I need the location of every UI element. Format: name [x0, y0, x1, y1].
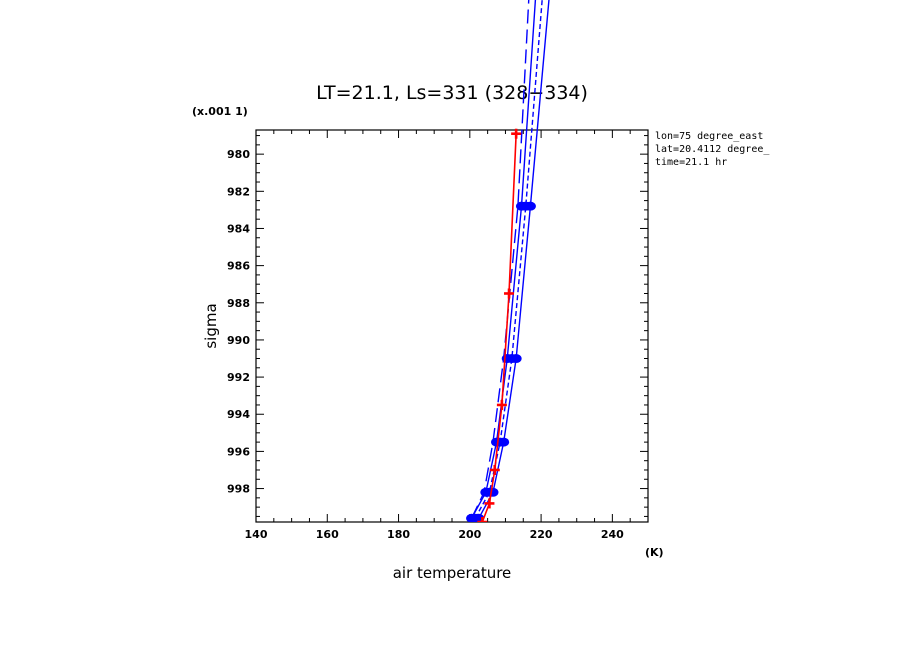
y-axis-label: sigma [202, 303, 220, 348]
data-point [510, 354, 522, 364]
x-unit-label: (K) [645, 546, 664, 559]
x-tick-label: 140 [245, 528, 268, 541]
data-point [498, 437, 510, 447]
series-layer [466, 0, 550, 522]
annotation-time: time=21.1 hr [655, 157, 727, 168]
data-point [484, 498, 495, 509]
data-point [524, 201, 536, 211]
y-tick-label: 994 [227, 408, 250, 421]
y-tick-label: 998 [227, 483, 250, 496]
data-point [511, 128, 522, 139]
y-tick-label: 984 [227, 222, 250, 235]
chart-title: LT=21.1, Ls=331 (328−334) [316, 82, 588, 104]
series-line [470, 0, 530, 519]
y-scale-note: (x.001 1) [192, 105, 248, 118]
x-tick-label: 160 [316, 528, 339, 541]
series-line [474, 0, 543, 519]
x-tick-label: 200 [458, 528, 481, 541]
x-tick-label: 180 [387, 528, 410, 541]
x-tick-label: 220 [530, 528, 553, 541]
series-line [478, 0, 550, 519]
annotation-lat: lat=20.4112 degree_ [655, 144, 770, 155]
data-point [487, 487, 499, 497]
y-tick-label: 980 [227, 148, 250, 161]
data-point [489, 464, 500, 475]
data-point [477, 517, 488, 522]
data-point [496, 399, 507, 410]
y-tick-label: 986 [227, 260, 250, 273]
y-tick-label: 988 [227, 297, 250, 310]
y-tick-label: 982 [227, 185, 250, 198]
y-tick-label: 992 [227, 371, 250, 384]
annotation-lon: lon=75 degree_east [655, 131, 763, 142]
y-tick-label: 996 [227, 445, 250, 458]
plot-frame [255, 129, 649, 523]
x-axis-label: air temperature [393, 564, 512, 582]
y-tick-label: 990 [227, 334, 250, 347]
data-point [504, 288, 515, 299]
axes: 140 160 180 200 220 240 980 982 984 986 988 990 992 9… [227, 129, 649, 541]
x-tick-label: 240 [601, 528, 624, 541]
